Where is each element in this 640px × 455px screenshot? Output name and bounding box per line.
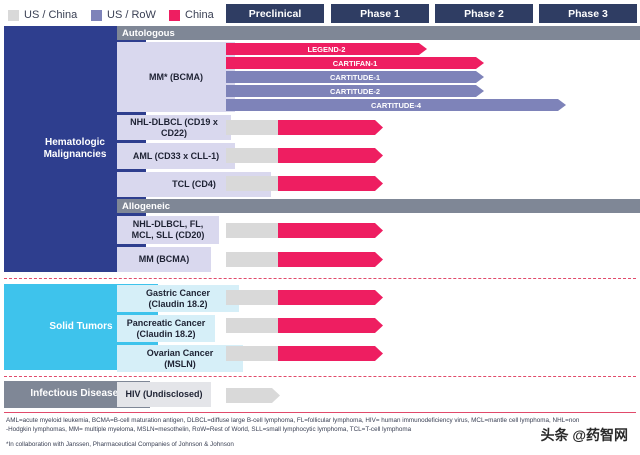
bar-nhl-cd20 — [226, 223, 383, 238]
watermark: 头条 @药智网 — [540, 425, 628, 445]
indication-nhl-cd20: NHL-DLBCL, FL, MCL, SLL (CD20) — [117, 216, 219, 244]
phase-header-phase2: Phase 2 — [435, 4, 533, 23]
legend-label-china: China — [185, 9, 214, 21]
bar-nhl-cd19 — [226, 120, 383, 135]
legend-swatch-us-row — [91, 10, 102, 21]
legend-label-us-china: US / China — [24, 9, 78, 21]
bar-ovarian — [226, 346, 383, 361]
legend-swatch-china — [169, 10, 180, 21]
section-header-allogeneic: Allogeneic — [117, 199, 640, 213]
legend-label-us-row: US / RoW — [107, 9, 156, 21]
bar-cartifan-1: CARTIFAN-1 — [226, 57, 484, 69]
bar-cartitude-4: CARTITUDE-4 — [226, 99, 566, 111]
bar-tcl — [226, 176, 383, 191]
phase-header-phase1: Phase 1 — [331, 4, 429, 23]
footnote-line-2: -Hodgkin lymphomas, MM= multiple myeloma… — [6, 426, 412, 433]
watermark-text: 头条 @药智网 — [540, 427, 628, 443]
legend-swatch-us-china — [8, 10, 19, 21]
bar-pancreatic — [226, 318, 383, 333]
footnote-line-3: *In collaboration with Janssen, Pharmace… — [6, 441, 234, 448]
phase-header-preclinical: Preclinical — [226, 4, 324, 23]
section-header-autologous: Autologous — [117, 26, 640, 40]
indication-mm-allo: MM (BCMA) — [117, 247, 211, 272]
bar-legend-2: LEGEND-2 — [226, 43, 427, 55]
indication-pancreatic: Pancreatic Cancer (Claudin 18.2) — [117, 315, 215, 342]
divider-footnote — [4, 412, 636, 413]
indication-aml: AML (CD33 x CLL-1) — [117, 143, 235, 169]
divider-heme-solid — [4, 278, 636, 279]
bar-mm-allo — [226, 252, 383, 267]
phase-header-phase3: Phase 3 — [539, 4, 637, 23]
indication-mm-bcma: MM* (BCMA) — [117, 42, 235, 112]
bar-cartitude-2: CARTITUDE-2 — [226, 85, 484, 97]
indication-nhl-cd19: NHL-DLBCL (CD19 x CD22) — [117, 115, 231, 140]
footnote-line-1: AML=acute myeloid leukemia, BCMA=B-cell … — [6, 417, 580, 424]
indication-gastric: Gastric Cancer (Claudin 18.2) — [117, 285, 239, 312]
bar-gastric — [226, 290, 383, 305]
bar-hiv — [226, 388, 280, 403]
indication-hiv: HIV (Undisclosed) — [117, 382, 211, 407]
divider-solid-infect — [4, 376, 636, 377]
indication-ovarian: Ovarian Cancer (MSLN) — [117, 345, 243, 372]
bar-cartitude-1: CARTITUDE-1 — [226, 71, 484, 83]
bar-aml — [226, 148, 383, 163]
